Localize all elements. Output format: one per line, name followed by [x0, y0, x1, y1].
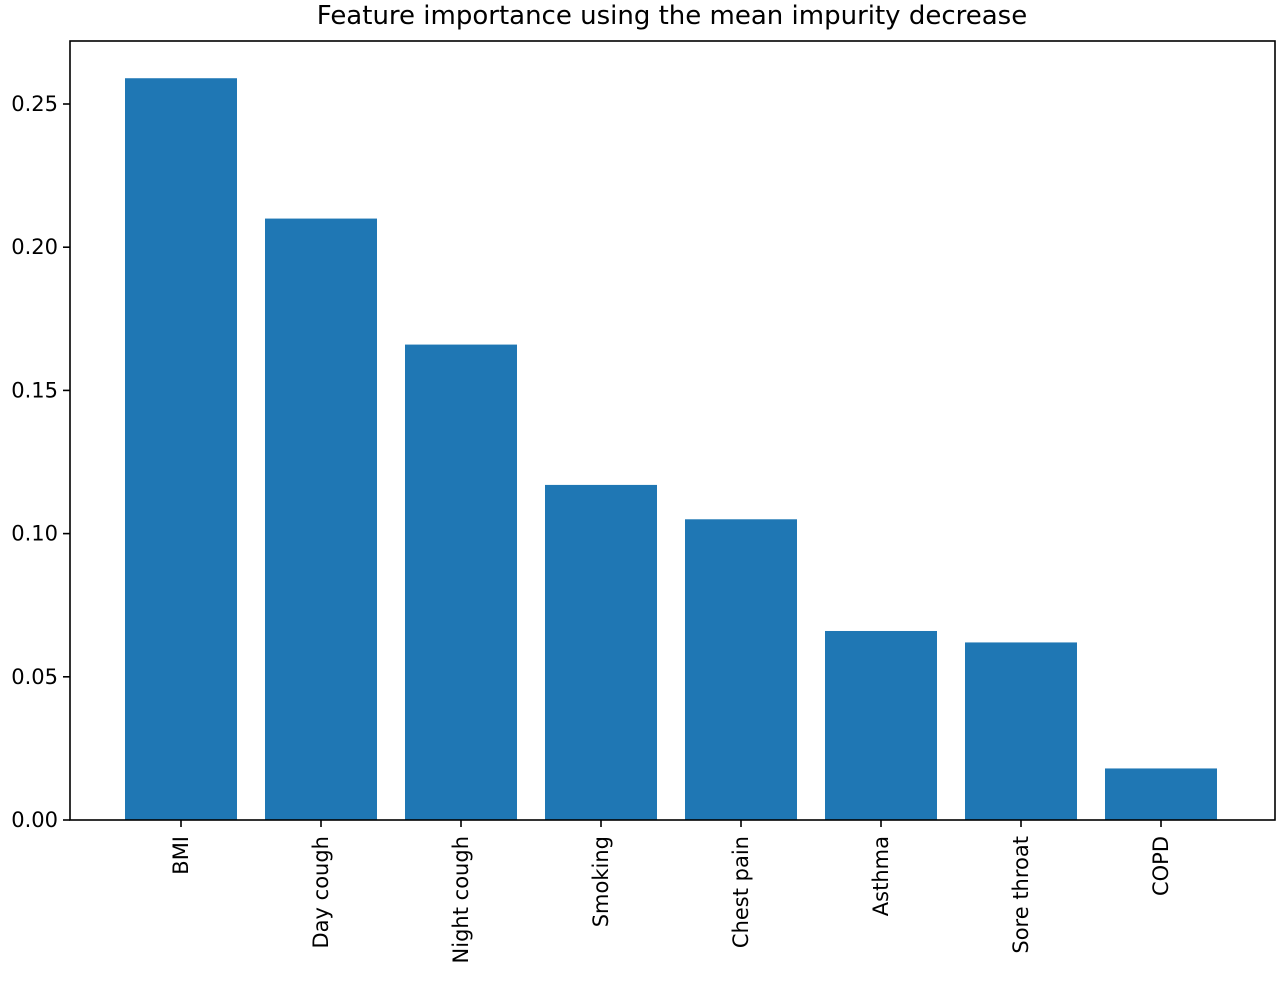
x-tick-label: Sore throat: [1009, 836, 1033, 954]
x-tick-label: Asthma: [869, 836, 893, 916]
chart-title: Feature importance using the mean impuri…: [317, 1, 1027, 31]
bar-sore-throat: [965, 642, 1077, 820]
bar-chest-pain: [685, 519, 797, 820]
y-tick-label: 0.05: [11, 665, 58, 689]
bar-night-cough: [405, 344, 517, 820]
bars-group: [125, 78, 1217, 821]
bar-day-cough: [265, 218, 377, 821]
bar-asthma: [825, 630, 937, 820]
y-tick-label: 0.20: [11, 235, 58, 259]
x-tick-label: Chest pain: [729, 836, 753, 948]
x-tick-label: Day cough: [309, 836, 333, 949]
bar-copd: [1105, 768, 1217, 820]
y-tick-label: 0.10: [11, 522, 58, 546]
y-tick-label: 0.15: [11, 378, 58, 402]
y-tick-label: 0.25: [11, 92, 58, 116]
bar-bmi: [125, 78, 237, 820]
x-tick-label: COPD: [1149, 836, 1173, 896]
x-axis: BMI Day cough Night cough Smoking Chest pain…: [169, 820, 1173, 963]
plot-frame: [69, 40, 1276, 821]
y-tick-label: 0.00: [11, 808, 58, 832]
bar-smoking: [545, 484, 657, 820]
x-tick-label: BMI: [169, 836, 193, 875]
x-tick-label: Night cough: [449, 836, 473, 963]
x-tick-label: Smoking: [589, 836, 613, 927]
y-axis: 0.00 0.05 0.10 0.15 0.20 0.25: [11, 92, 70, 832]
